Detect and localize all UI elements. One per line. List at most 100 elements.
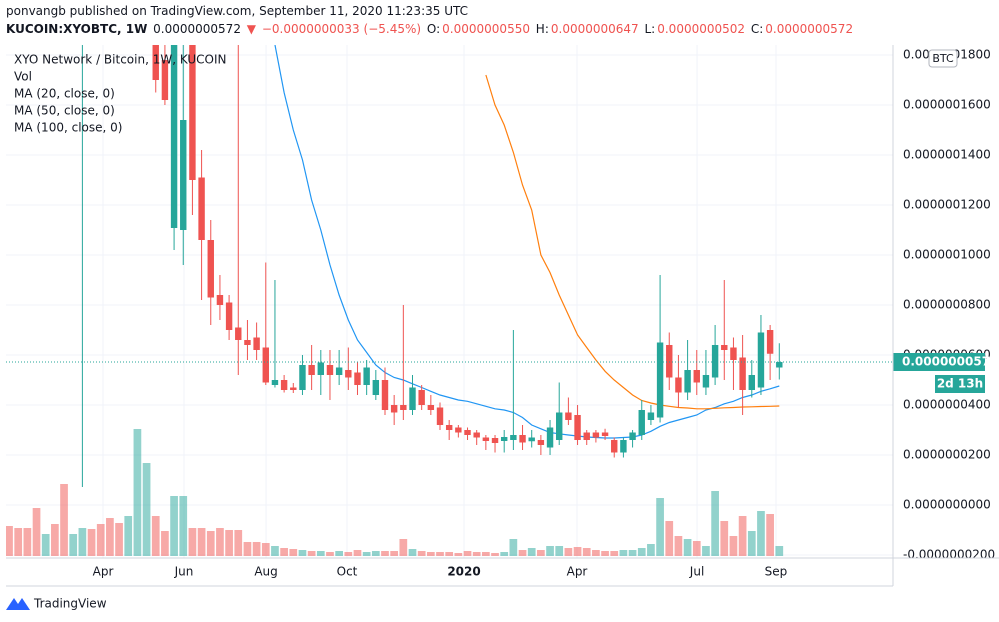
currency: BTC: [932, 52, 954, 65]
volume-bar: [179, 496, 188, 556]
arrow: ▼: [246, 22, 257, 36]
volume-bar: [472, 552, 481, 556]
symbol: KUCOIN:XYOBTC, 1W: [6, 22, 148, 36]
candle-body: [354, 372, 361, 385]
candle-body: [721, 345, 728, 350]
candle-body: [519, 435, 526, 443]
candle-body: [409, 387, 416, 410]
candle-body: [326, 365, 334, 375]
volume-bar: [592, 550, 600, 556]
volume-bar: [133, 429, 142, 556]
volume-bar: [564, 548, 573, 556]
candle-body: [271, 380, 279, 385]
currency-badge: [928, 49, 958, 68]
l-label: L:: [644, 22, 656, 36]
candle-body: [207, 240, 214, 298]
candle-body: [390, 405, 398, 413]
y-tick-label: 0.0000000400: [903, 398, 991, 412]
candle-body: [170, 45, 178, 228]
candle-body: [611, 440, 618, 453]
o-label: O:: [426, 22, 441, 36]
volume-bar: [151, 516, 160, 556]
candle-body: [739, 357, 746, 390]
x-tick-label: Sep: [765, 565, 788, 579]
volume-bar: [69, 534, 78, 556]
volume-bar: [225, 530, 233, 556]
volume-bar: [344, 552, 353, 556]
candle-body: [684, 370, 691, 393]
volume-bar: [289, 549, 298, 556]
candle-body: [61, 0, 67, 5]
volume-bar: [124, 516, 133, 556]
volume-bar: [381, 551, 389, 556]
volume-bar: [445, 552, 454, 556]
candle-body: [161, 60, 169, 100]
volume-bar: [271, 546, 279, 556]
volume-bar: [197, 528, 206, 556]
candle-body: [116, 0, 122, 18]
candle-body: [638, 410, 645, 435]
c-label: C:: [750, 22, 764, 36]
volume-bar: [106, 518, 114, 556]
quote-line: KUCOIN:XYOBTC, 1W 0.0000000572 ▼ −0.0000…: [6, 22, 855, 36]
volume-bar: [371, 551, 380, 556]
x-tick-label: Apr: [567, 565, 588, 579]
volume-bar: [729, 536, 738, 556]
candle-body: [189, 45, 196, 180]
volume-bar: [326, 552, 334, 556]
volume-bar: [417, 551, 426, 556]
candle-body: [537, 440, 545, 445]
volume-bar: [702, 546, 710, 556]
volume-bar: [546, 546, 554, 556]
candle-body: [693, 370, 700, 383]
candle-body: [711, 345, 719, 378]
candle-body: [546, 427, 554, 448]
volume-bar: [527, 548, 536, 556]
candle-body: [528, 437, 535, 442]
volume-bar: [399, 539, 408, 556]
tradingview-logo: TradingView: [6, 597, 107, 611]
candle-body: [280, 380, 288, 390]
x-tick-label: Apr: [93, 565, 114, 579]
candle-body: [125, 0, 131, 18]
volume-bar: [32, 508, 41, 556]
volume-bar: [482, 552, 490, 556]
countdown-box: [935, 375, 985, 393]
volume-bar: [628, 550, 637, 556]
volume-bar: [711, 491, 719, 556]
volume-bar: [582, 548, 591, 556]
x-tick-label: 2020: [447, 565, 480, 579]
volume-bar: [87, 529, 96, 556]
volume-bar: [142, 463, 151, 556]
volume-bar: [188, 528, 197, 556]
x-tick-label: Aug: [254, 565, 277, 579]
volume-bar: [674, 536, 683, 556]
candle-body: [198, 177, 205, 240]
candle-body: [244, 340, 251, 345]
volume-bar: [436, 552, 444, 556]
volume-bar: [234, 530, 243, 556]
legend-vol: Vol: [14, 70, 32, 84]
volume-bar: [261, 543, 270, 556]
candle-body: [620, 440, 627, 453]
candle-body: [766, 330, 774, 354]
candle-body: [445, 425, 453, 430]
candle-body: [757, 332, 765, 388]
candle-body: [317, 362, 325, 375]
volume-bar: [307, 551, 316, 556]
ma-line: [274, 45, 780, 439]
y-tick-label: 0.0000000800: [903, 298, 991, 312]
candle-body: [381, 380, 389, 410]
volume-bar: [692, 541, 701, 556]
y-tick-label: 0.0000001600: [903, 98, 991, 112]
volume-bar: [41, 534, 50, 556]
candle-body: [675, 377, 682, 393]
volume-bar: [216, 528, 224, 556]
candle-body: [152, 45, 159, 80]
legend-entry: MA (50, close, 0): [14, 104, 115, 118]
o-value: 0.0000000550: [442, 22, 530, 36]
last-price-label: 0.0000000572: [902, 355, 998, 369]
candle-body: [308, 365, 315, 375]
candle-body: [556, 412, 563, 440]
volume-bar: [206, 531, 215, 556]
